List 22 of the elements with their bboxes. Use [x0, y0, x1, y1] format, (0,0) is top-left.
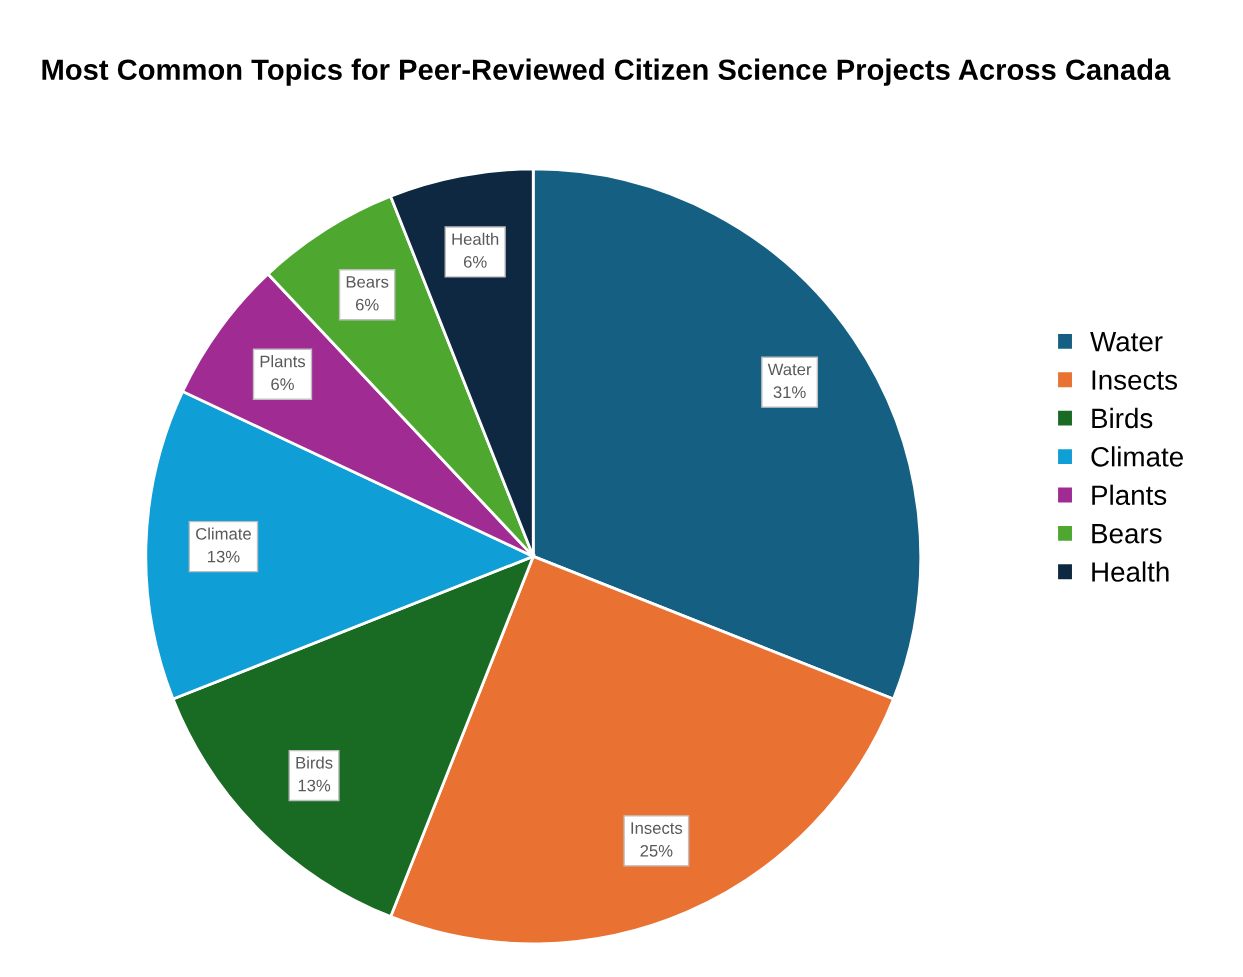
legend-label: Health — [1092, 561, 1169, 582]
slice-label: Insects — [631, 822, 683, 834]
legend-label: Bears — [1092, 524, 1162, 544]
slice-label: Health — [452, 232, 499, 246]
legend-label: Plants — [1092, 484, 1167, 506]
data-label: 31% — [773, 386, 806, 399]
legend-label: Birds — [1092, 407, 1153, 429]
slice-label: Plants — [260, 355, 306, 368]
data-label: 6% — [271, 378, 294, 391]
slice-label: Climate — [196, 527, 251, 540]
legend-label: Water — [1090, 332, 1163, 352]
chart-title: Most Common Topics for Peer-Reviewed Citizen Science Projects Across Canada — [42, 58, 1171, 86]
slice-label: Water — [767, 363, 812, 376]
data-label: 13% — [208, 550, 240, 563]
legend-label: Insects — [1092, 370, 1178, 390]
slice-label: Birds — [296, 756, 333, 769]
data-label: 6% — [463, 256, 487, 268]
data-label: 25% — [640, 844, 673, 857]
data-label: 13% — [298, 779, 331, 792]
slice-label: Bears — [346, 276, 389, 288]
data-label: 6% — [355, 298, 379, 311]
legend-label: Climate — [1091, 446, 1183, 467]
